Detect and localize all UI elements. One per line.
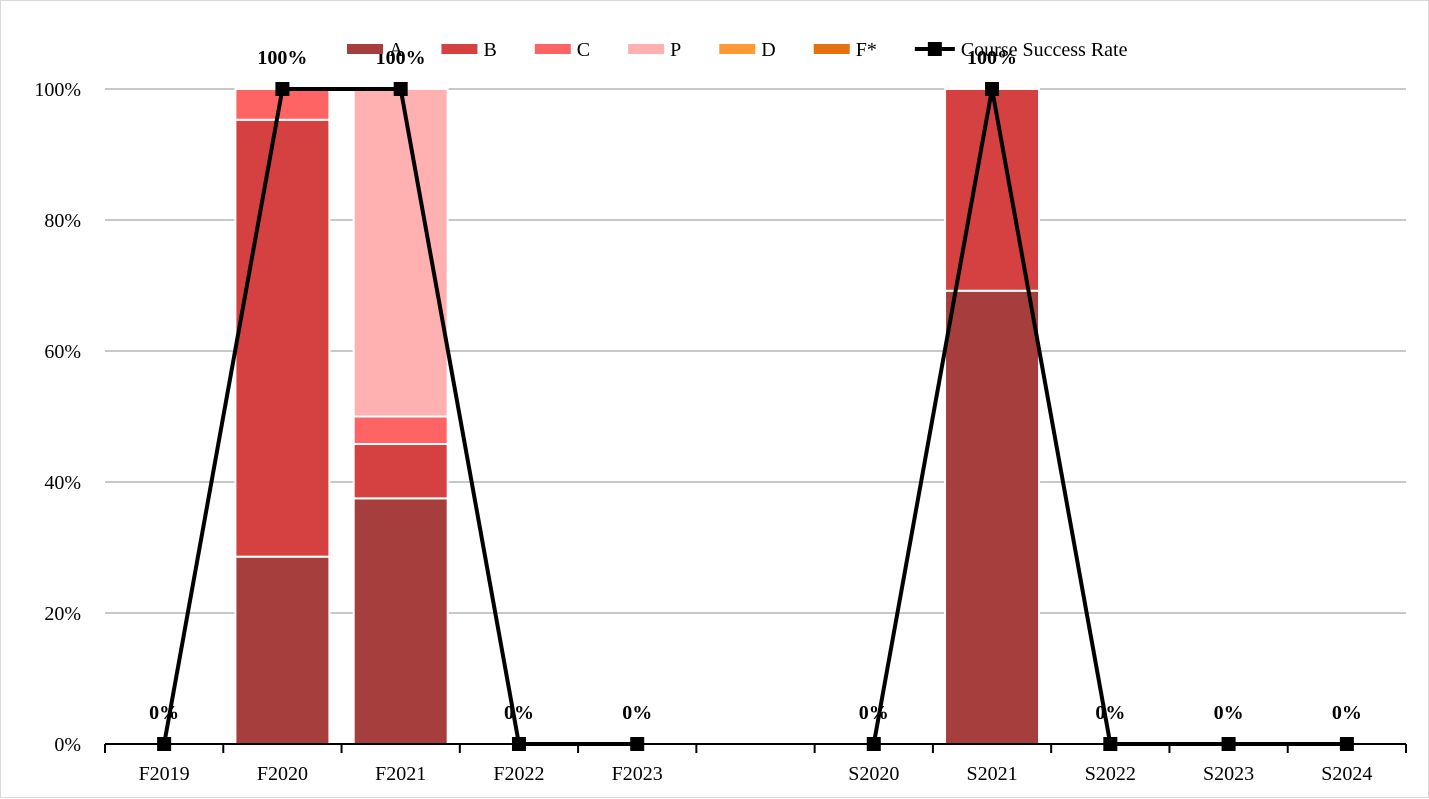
course-success-rate-line bbox=[157, 82, 1354, 751]
course-success-rate-marker bbox=[511, 737, 526, 751]
y-axis-tick-labels: 0% 20% 40% 60% 80% 100% bbox=[34, 79, 81, 756]
y-tick-label: 80% bbox=[44, 210, 81, 232]
course-success-rate-data-label: 0% bbox=[622, 702, 652, 724]
legend-label: D bbox=[761, 39, 775, 61]
legend-label: Course Success Rate bbox=[961, 39, 1128, 61]
course-success-rate-data-label: 100% bbox=[967, 47, 1017, 69]
legend-swatch bbox=[813, 44, 850, 54]
legend-label: B bbox=[483, 39, 496, 61]
y-tick-label: 60% bbox=[44, 341, 81, 363]
course-success-rate-data-label: 0% bbox=[1332, 702, 1362, 724]
legend-label: F* bbox=[856, 39, 877, 61]
bar-segment-c bbox=[352, 415, 449, 446]
bar-segment-a bbox=[352, 497, 449, 745]
bar-segment-p bbox=[352, 88, 449, 418]
x-tick-label: F2023 bbox=[612, 763, 663, 785]
bar-segment-a bbox=[944, 289, 1041, 745]
legend-marker bbox=[927, 42, 942, 56]
y-tick-label: 20% bbox=[44, 603, 81, 625]
legend: A B C P D F* Course Success Rate bbox=[347, 39, 1128, 61]
stacked-bars bbox=[234, 88, 1041, 745]
x-tick-label: F2022 bbox=[493, 763, 544, 785]
legend-label: P bbox=[670, 39, 681, 61]
course-success-rate-data-label: 0% bbox=[859, 702, 889, 724]
x-tick-label: F2020 bbox=[257, 763, 308, 785]
legend-swatch bbox=[628, 44, 665, 54]
course-success-rate-marker bbox=[866, 737, 881, 751]
legend-swatch bbox=[347, 44, 383, 54]
course-success-rate-marker bbox=[275, 82, 290, 96]
legend-swatch bbox=[719, 44, 756, 54]
course-success-rate-marker bbox=[1339, 737, 1354, 751]
legend-label: C bbox=[577, 39, 590, 61]
y-tick-label: 0% bbox=[54, 734, 81, 756]
x-tick-label: F2021 bbox=[375, 763, 426, 785]
x-tick-label: S2021 bbox=[966, 763, 1017, 785]
y-tick-label: 100% bbox=[34, 79, 81, 101]
legend-label: A bbox=[389, 39, 404, 61]
bar-segment-a bbox=[234, 555, 331, 745]
x-tick-label: S2020 bbox=[848, 763, 899, 785]
bar-segment-b bbox=[234, 118, 331, 558]
x-tick-label: S2022 bbox=[1085, 763, 1136, 785]
course-success-rate-data-label: 0% bbox=[1095, 702, 1125, 724]
bar-segment-b bbox=[352, 443, 449, 500]
course-success-rate-marker bbox=[157, 737, 172, 751]
course-success-rate-data-label: 0% bbox=[1214, 702, 1244, 724]
x-axis-tick-labels: F2019 F2020 F2021 F2022 F2023 S2020 S2021 S2022… bbox=[139, 763, 1373, 785]
course-success-rate-marker bbox=[630, 737, 645, 751]
y-tick-label: 40% bbox=[44, 472, 81, 494]
course-success-rate-marker bbox=[1103, 737, 1118, 751]
course-success-rate-data-label: 0% bbox=[504, 702, 534, 724]
course-success-rate-data-label: 100% bbox=[376, 47, 426, 69]
legend-swatch bbox=[441, 44, 478, 54]
course-success-rate-marker bbox=[985, 82, 1000, 96]
legend-swatch bbox=[534, 44, 571, 54]
course-success-rate-marker bbox=[393, 82, 408, 96]
course-success-rate-data-label: 0% bbox=[149, 702, 179, 724]
course-success-rate-marker bbox=[1221, 737, 1236, 751]
x-tick-label: S2024 bbox=[1321, 763, 1372, 785]
x-tick-label: F2019 bbox=[139, 763, 190, 785]
x-tick-label: S2023 bbox=[1203, 763, 1254, 785]
course-success-rate-data-label: 100% bbox=[257, 47, 307, 69]
data-labels: 0% 100% 100% 0% 0% 0% 100% 0% 0% 0% bbox=[149, 47, 1362, 724]
